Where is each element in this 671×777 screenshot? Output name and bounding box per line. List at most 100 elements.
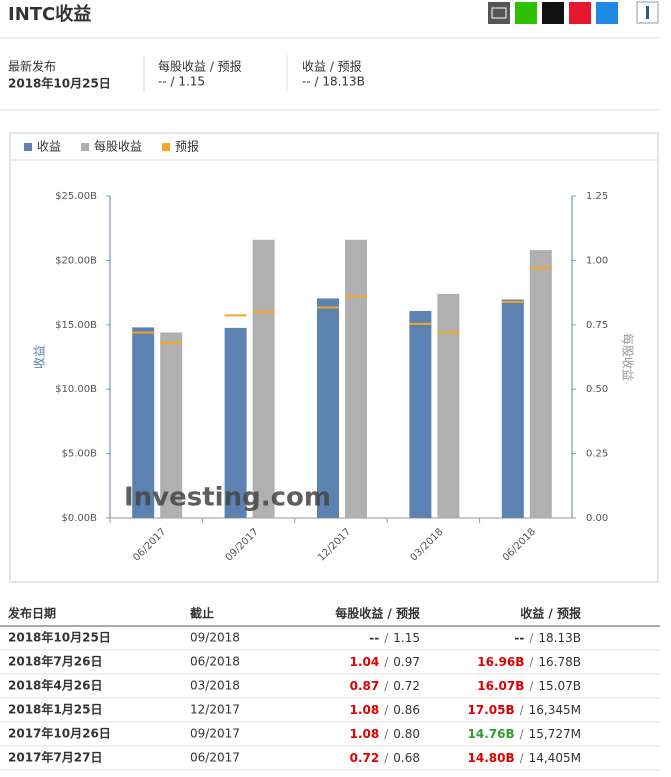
eps-cell: 1.04 / 0.97 [350,655,420,669]
y2-axis-label: 每股收益 [621,333,636,381]
bar [437,293,460,518]
y-axis-label: 收益 [33,345,47,369]
eps-cell: 0.72 / 0.68 [350,751,420,765]
earnings-table: 发布日期 截止 每股收益 / 预报 收益 / 预报 2018年10月25日 09/2018… [0,606,660,771]
date-cell: 2018年1月25日 [8,702,102,717]
legend-label: 每股收益 [94,139,142,154]
date-cell: 2018年7月26日 [8,654,102,669]
separator: / [529,655,534,669]
period-cell: 03/2018 [190,679,240,693]
separator: / [529,679,534,693]
y-tick-label: $0.00B [62,513,98,524]
y2-tick-label: 1.00 [586,255,608,266]
table-header: 发布日期 [7,606,56,621]
y-tick-label: $5.00B [62,449,98,460]
chart: 收益 每股收益 预报$0.00B$5.00B$10.00B$15.00B$20.00… [24,139,636,564]
page-title: INTC收益 [8,3,91,25]
revenue-cell: 17.05B / 16,345M [468,703,582,717]
qq-icon[interactable] [542,2,564,24]
period-cell: 09/2017 [190,727,240,741]
eps-forecast: 0.80 [393,727,420,741]
revenue-cell: 14.80B / 14,405M [468,751,582,765]
eps-cell: 1.08 / 0.86 [350,703,420,717]
x-tick-label: 06/2017 [131,526,168,563]
table-header: 收益 / 预报 [520,606,581,621]
eps-forecast: 1.15 [393,631,420,645]
favorite-icon[interactable] [596,2,618,24]
y-tick-label: $15.00B [55,320,97,331]
revenue-actual: 14.80B [468,751,515,765]
eps-cell: 1.08 / 0.80 [350,727,420,741]
weibo-icon[interactable] [569,2,591,24]
info-glyph [646,6,649,19]
chart-box [9,132,659,583]
share-icons[interactable] [488,1,659,24]
date-cell: 2018年10月25日 [8,630,111,645]
y-tick-label: $20.00B [55,255,97,266]
bar [224,327,247,518]
eps-forecast: 0.86 [393,703,420,717]
revenue-cell: -- / 18.13B [514,631,581,645]
revenue-forecast: 14,405M [529,751,581,765]
y-tick-label: $10.00B [55,384,97,395]
bar [252,239,275,519]
eps-cell: 0.87 / 0.72 [350,679,420,693]
x-tick-label: 09/2017 [224,526,261,563]
separator: / [520,727,525,741]
revenue-cell: 16.96B / 16.78B [477,655,581,669]
eps-cell: -- / 1.15 [369,631,420,645]
bar [132,327,155,518]
revenue-forecast: 15,727M [529,727,581,741]
y2-tick-label: 0.25 [586,449,608,460]
bar [317,298,339,518]
x-tick-label: 06/2018 [501,526,538,563]
revenue-actual: 14.76B [468,727,515,741]
date-cell: 2017年7月27日 [8,750,102,765]
revenue-cell: 14.76B / 15,727M [468,727,582,741]
watermark: Investing.com [124,483,331,513]
x-tick-label: 03/2018 [408,526,445,563]
separator: / [529,631,534,645]
separator: / [520,751,525,765]
eps-forecast: 0.72 [393,679,420,693]
legend-label: 预报 [175,139,199,154]
info-label: 收益 / 预报 [302,59,362,74]
y2-tick-label: 0.00 [586,513,608,524]
eps-actual: -- [369,631,379,645]
table-header: 每股收益 / 预报 [335,606,420,621]
separator: / [384,679,389,693]
legend-label: 收益 [37,140,61,154]
revenue-actual: 17.05B [468,703,515,717]
bar [501,299,524,518]
separator: / [384,703,389,717]
eps-actual: 1.04 [350,655,380,669]
legend-swatch [81,143,90,151]
revenue-forecast: 15.07B [538,679,581,693]
eps-actual: 1.08 [350,727,380,741]
date-cell: 2017年10月26日 [8,726,111,741]
revenue-forecast: 18.13B [538,631,581,645]
period-cell: 06/2018 [190,655,240,669]
wechat-icon[interactable] [515,2,537,24]
eps-actual: 0.87 [350,679,380,693]
x-tick-label: 12/2017 [316,526,353,563]
eps-forecast: 0.68 [393,751,420,765]
eps-forecast: 0.97 [393,655,420,669]
info-value: 2018年10月25日 [8,76,111,91]
date-cell: 2018年4月26日 [8,678,102,693]
info-label: 最新发布 [8,59,56,74]
info-label: 每股收益 / 预报 [158,59,242,74]
period-cell: 12/2017 [190,703,240,717]
separator: / [384,655,389,669]
revenue-forecast: 16.78B [538,655,581,669]
separator: / [520,703,525,717]
y2-tick-label: 0.75 [586,320,608,331]
mail-icon[interactable] [488,2,510,24]
bar [409,311,432,518]
revenue-actual: 16.96B [477,655,524,669]
bar [345,239,367,519]
y2-tick-label: 1.25 [586,191,608,202]
revenue-actual: 16.07B [477,679,524,693]
mail-glyph [491,7,507,19]
